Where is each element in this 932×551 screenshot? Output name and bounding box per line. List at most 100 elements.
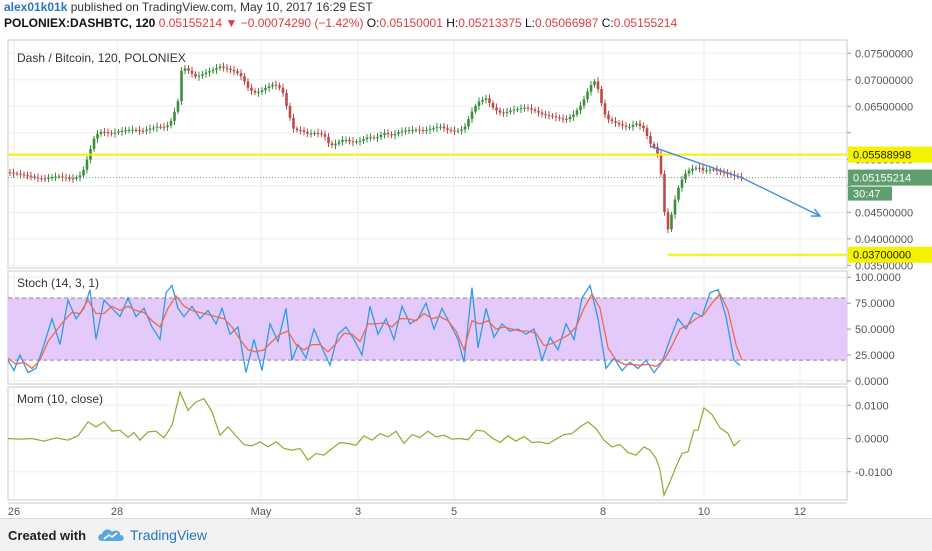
candle-body bbox=[456, 130, 460, 132]
candle-body bbox=[180, 70, 183, 101]
chart-canvas[interactable]: 26 28 May 3 5 8 10 12 0.07500000 0.07000000 0.0650… bbox=[0, 34, 932, 518]
candle-body bbox=[687, 170, 691, 174]
candle-body bbox=[337, 141, 341, 144]
candle-body bbox=[631, 124, 635, 127]
candle-body bbox=[425, 130, 428, 132]
candle-body bbox=[8, 172, 12, 174]
mom-pane-title: Mom (10, close) bbox=[17, 392, 103, 406]
candle-body bbox=[309, 133, 313, 135]
x-tick-label: May bbox=[251, 506, 272, 518]
candle-body bbox=[719, 170, 722, 173]
candle-body bbox=[582, 99, 586, 106]
y-tick-label: 0.0100 bbox=[855, 400, 889, 412]
candle-body bbox=[537, 110, 540, 113]
candle-body bbox=[362, 139, 365, 141]
y-tick-label: 0.07000000 bbox=[855, 75, 913, 87]
candle-body bbox=[215, 68, 218, 70]
candle-body bbox=[61, 176, 64, 178]
candle-body bbox=[68, 177, 71, 179]
candle-body bbox=[502, 112, 505, 114]
candle-body bbox=[141, 130, 145, 132]
candle-body bbox=[295, 128, 299, 131]
mom-pane[interactable] bbox=[7, 386, 848, 501]
candle-body bbox=[624, 125, 628, 127]
candle-body bbox=[463, 126, 467, 130]
candle-body bbox=[152, 127, 155, 129]
candle-body bbox=[593, 81, 596, 86]
candle-body bbox=[390, 134, 393, 136]
candle-body bbox=[530, 108, 533, 110]
level-price-label: 0.03700000 bbox=[853, 250, 911, 262]
candle-body bbox=[103, 131, 106, 133]
candle-body bbox=[117, 131, 120, 133]
x-tick-label: 5 bbox=[451, 506, 457, 518]
candle-body bbox=[173, 111, 176, 121]
close-value: 0.05155214 bbox=[613, 16, 678, 30]
candle-body bbox=[288, 106, 292, 118]
candle-body bbox=[159, 126, 162, 128]
open-label: O: bbox=[366, 16, 380, 30]
candle-body bbox=[145, 129, 148, 131]
candle-body bbox=[558, 117, 561, 119]
candle-body bbox=[404, 130, 407, 132]
tradingview-link[interactable]: TradingView bbox=[130, 527, 208, 543]
candle-body bbox=[166, 125, 169, 128]
candle-body bbox=[673, 199, 677, 215]
candle-body bbox=[712, 169, 715, 171]
candle-body bbox=[120, 130, 124, 132]
candle-body bbox=[236, 71, 239, 74]
candle-body bbox=[194, 73, 197, 77]
candle-body bbox=[421, 130, 425, 132]
candle-body bbox=[257, 91, 260, 93]
candle-body bbox=[579, 105, 582, 111]
candle-body bbox=[519, 108, 523, 110]
candle-body bbox=[547, 114, 551, 116]
last-price: 0.05155214 bbox=[158, 16, 223, 30]
candle-body bbox=[414, 129, 418, 131]
candle-body bbox=[124, 130, 127, 132]
candle-body bbox=[442, 126, 446, 129]
candle-body bbox=[526, 107, 530, 109]
close-label: C: bbox=[601, 16, 614, 30]
created-with-text: Created with bbox=[8, 528, 87, 543]
x-tick-label: 3 bbox=[355, 506, 361, 518]
candle-body bbox=[656, 146, 659, 154]
candle-body bbox=[260, 90, 264, 92]
candle-body bbox=[397, 132, 400, 135]
author-link[interactable]: alex01k01k bbox=[4, 0, 68, 14]
trendline bbox=[649, 145, 743, 179]
level-price-badge bbox=[848, 246, 932, 263]
candle-body bbox=[638, 123, 642, 126]
candle-body bbox=[197, 75, 201, 77]
candle-body bbox=[19, 173, 22, 175]
candle-body bbox=[603, 103, 607, 115]
candle-body bbox=[211, 69, 215, 72]
candle-body bbox=[474, 106, 477, 112]
candle-body bbox=[670, 214, 673, 230]
symbol-label: POLONIEX:DASHBTC, 120 bbox=[4, 16, 156, 30]
candle-body bbox=[50, 177, 54, 179]
y-tick-label: 0.04500000 bbox=[855, 207, 913, 219]
candle-body bbox=[334, 143, 337, 146]
high-value: 0.05213375 bbox=[458, 16, 522, 30]
candle-body bbox=[358, 140, 362, 142]
candle-body bbox=[365, 137, 369, 140]
candle-body bbox=[565, 118, 568, 120]
x-tick-label: 26 bbox=[8, 506, 20, 518]
candle-body bbox=[372, 137, 376, 139]
candle-body bbox=[575, 110, 579, 115]
candle-body bbox=[341, 139, 344, 142]
candle-body bbox=[572, 114, 575, 117]
candle-body bbox=[183, 68, 187, 71]
y-tick-label: 0.03500000 bbox=[855, 260, 913, 272]
y-tick-label: 50.0000 bbox=[855, 324, 895, 336]
candle-body bbox=[225, 67, 229, 69]
candle-body bbox=[477, 101, 481, 107]
open-value: 0.05150001 bbox=[379, 16, 443, 30]
candle-body bbox=[204, 72, 208, 75]
x-tick-label: 8 bbox=[600, 506, 606, 518]
candle-body bbox=[330, 143, 334, 146]
candle-body bbox=[113, 132, 117, 134]
y-tick-label: 0.06500000 bbox=[855, 101, 913, 113]
candle-body bbox=[677, 187, 680, 200]
